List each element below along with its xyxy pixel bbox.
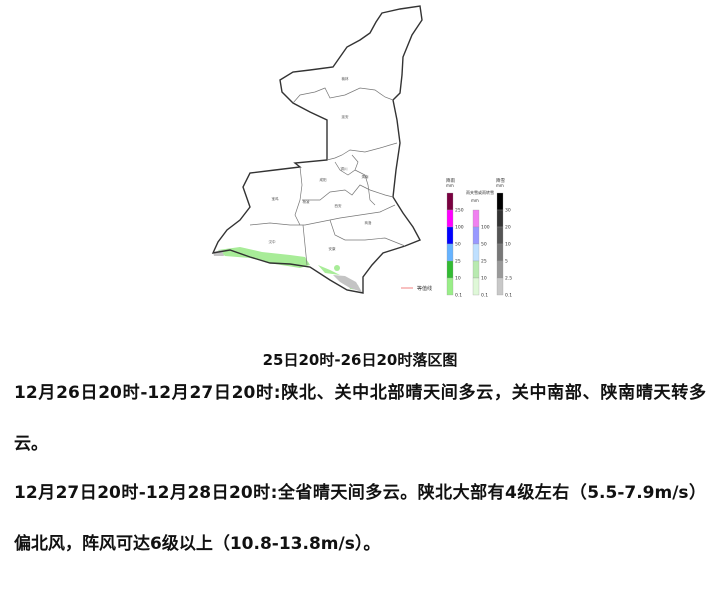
rain-legend-unit: mm	[446, 183, 454, 188]
city-label: 榆林	[342, 76, 350, 81]
city-borders	[249, 87, 406, 266]
city-label: 咸阳	[320, 177, 328, 182]
sleet-legend-swatch	[472, 243, 480, 262]
city-label: 宝鸡	[272, 196, 280, 201]
sleet-legend-tick: 25	[481, 259, 487, 265]
snow-legend-swatch	[496, 260, 504, 279]
sleet-legend-swatch	[472, 260, 480, 279]
rain-legend-swatch	[446, 277, 454, 296]
province-border	[211, 5, 423, 294]
snow-legend-swatch	[496, 226, 504, 245]
city-label: 延安	[342, 114, 350, 119]
city-label: 商洛	[365, 220, 373, 225]
sleet-legend-tick: 50	[481, 242, 487, 248]
sleet-legend-unit: mm	[471, 198, 479, 203]
snow-color-bar: 30 20 10 5 2.5 0.1	[496, 192, 512, 299]
snow-legend-tick: 30	[505, 208, 511, 214]
rain-legend-tick: 250	[455, 208, 464, 214]
rain-legend-swatch	[446, 209, 454, 228]
rain-legend-swatch	[446, 226, 454, 245]
rain-legend-tick: 50	[455, 242, 461, 248]
sleet-legend-tick: 0.1	[481, 293, 488, 299]
snow-legend-title: 降雪	[496, 177, 505, 184]
rain-legend-swatch	[446, 192, 454, 211]
sleet-legend-tick: 10	[481, 276, 487, 282]
map-caption: 25日20时-26日20时落区图	[262, 351, 458, 369]
rain-legend-tick: 25	[455, 259, 461, 265]
rain-legend-swatch	[446, 243, 454, 262]
rain-color-bar: 250 100 50 25 10 0.1	[446, 192, 464, 299]
sleet-color-bar: 100 50 25 10 0.1	[472, 209, 490, 299]
city-labels: 榆林 延安 铜川 渭南 咸阳 宝鸡 杨凌 西安 商洛 汉中 安康	[269, 76, 373, 251]
city-label: 汉中	[269, 239, 277, 244]
snow-legend-tick: 5	[505, 259, 508, 265]
city-label: 杨凌	[303, 199, 311, 204]
forecast-paragraph-1: 12月26日20时-12月27日20时:陕北、关中北部晴天间多云，关中南部、陕南…	[14, 383, 706, 454]
rain-legend-tick: 10	[455, 276, 461, 282]
isoline-legend-label: 等值线	[417, 285, 432, 292]
city-label: 西安	[335, 203, 343, 208]
sleet-legend-title: 雨夹雪或雨转雪	[466, 189, 494, 195]
rain-legend-tick: 0.1	[455, 293, 462, 299]
snow-legend-tick: 10	[505, 242, 511, 248]
sleet-legend-tick: 100	[481, 225, 490, 231]
snow-legend-swatch	[496, 192, 504, 211]
sleet-legend-swatch	[472, 226, 480, 245]
snow-legend-swatch	[496, 243, 504, 262]
rain-legend-title: 降雨	[446, 177, 455, 184]
city-label: 安康	[329, 246, 337, 251]
snow-legend-tick: 20	[505, 225, 511, 231]
snow-legend-unit: mm	[496, 183, 504, 188]
city-label: 铜川	[341, 166, 349, 171]
snow-legend-swatch	[496, 209, 504, 228]
rain-legend-tick: 100	[455, 225, 464, 231]
city-label: 渭南	[362, 174, 370, 179]
snow-legend-swatch	[496, 277, 504, 296]
rain-legend-swatch	[446, 260, 454, 279]
sleet-legend-swatch	[472, 277, 480, 296]
snow-legend-tick: 0.1	[505, 293, 512, 299]
snow-legend-tick: 2.5	[505, 276, 512, 282]
precipitation-map: 榆林 延安 铜川 渭南 咸阳 宝鸡 杨凌 西安 商洛 汉中 安康 降雨 mm 2…	[211, 5, 512, 299]
forecast-paragraph-2: 12月27日20时-12月28日20时:全省晴天间多云。陕北大部有4级左右（5.…	[14, 483, 706, 554]
sleet-legend-swatch	[472, 209, 480, 228]
